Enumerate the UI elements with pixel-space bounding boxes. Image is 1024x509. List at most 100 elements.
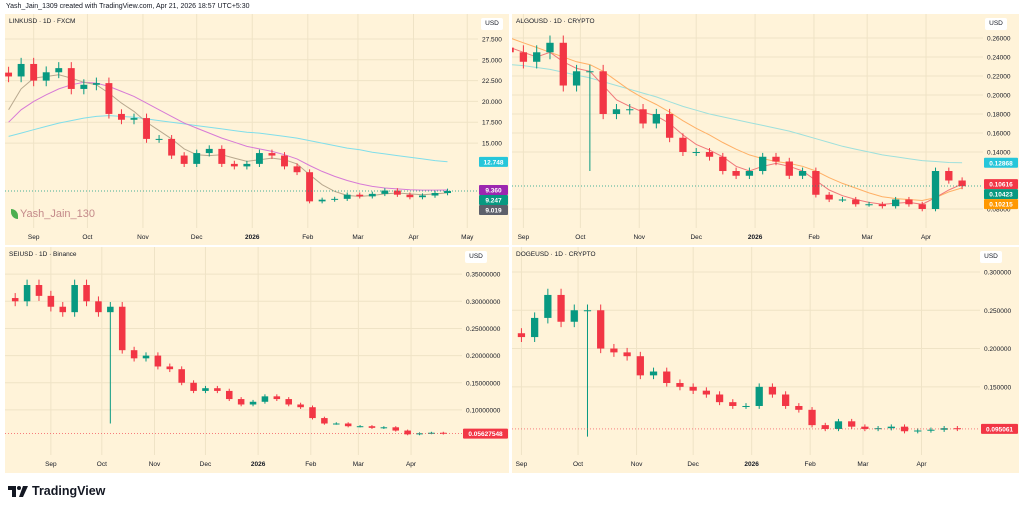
leaf-icon <box>11 209 18 219</box>
price-badge <box>479 185 508 196</box>
candle-body <box>318 199 326 202</box>
candle-body <box>321 418 328 424</box>
candle-body <box>419 195 426 198</box>
candle-body <box>785 161 793 176</box>
candle-body <box>663 371 671 384</box>
candle-body <box>309 407 316 419</box>
candle-body <box>772 156 780 162</box>
candle-body <box>517 333 526 338</box>
x-tick-label: Dec <box>200 461 212 468</box>
candle-body <box>92 83 100 85</box>
candle-body <box>47 295 55 307</box>
candle-body <box>143 118 150 139</box>
x-tick-label: Sep <box>516 461 528 468</box>
candle-body <box>861 426 869 429</box>
candle-body <box>193 153 201 164</box>
candle-body <box>105 83 113 114</box>
candle-body <box>610 348 618 353</box>
moving-average-line <box>512 38 963 202</box>
candle-body <box>107 306 114 313</box>
x-tick-label: Nov <box>149 461 161 468</box>
candle-body <box>586 71 594 73</box>
candle-body <box>768 386 777 395</box>
candle-body <box>80 84 88 89</box>
price-badge-label: 0.05627548 <box>468 431 503 438</box>
x-tick-label: Nov <box>633 234 645 241</box>
x-tick-label: 2026 <box>748 234 763 241</box>
price-badge-label: 0.10423 <box>989 192 1013 199</box>
price-badge <box>984 199 1018 210</box>
chart-title: LINKUSD · 1D · FXCM <box>9 18 76 25</box>
x-tick-label: Mar <box>862 234 874 241</box>
chart-title: ALGOUSD · 1D · CRYPTO <box>516 18 595 25</box>
x-tick-label: Feb <box>302 234 314 241</box>
chart-canvas[interactable]: Sep Oct Nov Dec 2026 Feb Mar Apr May 27.500 25.000… <box>5 14 509 245</box>
chart-canvas[interactable]: Sep Oct Nov Dec 2026 Feb Mar Apr 0.300000 0.25000… <box>512 247 1019 473</box>
price-badge <box>984 179 1018 190</box>
candle-body <box>202 388 209 391</box>
candle-body <box>729 402 737 406</box>
x-tick-label: 2026 <box>744 461 759 468</box>
candle-body <box>343 194 351 199</box>
candle-body <box>368 426 376 428</box>
chart-canvas[interactable]: Sep Oct Nov Dec 2026 Feb Mar Apr 0.26000 0.24000 0… <box>512 14 1019 245</box>
price-badge-label: 0.10616 <box>989 182 1013 189</box>
chart-panel-linkusd[interactable]: Sep Oct Nov Dec 2026 Feb Mar Apr May 27.500 25.000… <box>5 14 509 245</box>
x-tick-label: Feb <box>805 461 817 468</box>
y-tick-label: 0.22000 <box>987 74 1011 81</box>
moving-average-line <box>8 81 448 191</box>
candle-body <box>900 426 909 432</box>
y-tick-label: 0.16000 <box>987 131 1011 138</box>
chart-panel-seiusd[interactable]: Sep Oct Nov Dec 2026 Feb Mar Apr 0.35000000 0.300… <box>5 247 509 473</box>
chart-canvas[interactable]: Sep Oct Nov Dec 2026 Feb Mar Apr 0.35000000 0.300… <box>5 247 509 473</box>
tradingview-logo[interactable]: TradingView <box>8 484 105 498</box>
candle-body <box>55 68 63 73</box>
candle-body <box>755 386 763 406</box>
candle-body <box>17 63 25 77</box>
moving-average-line <box>8 74 448 197</box>
x-tick-label: Oct <box>82 234 92 241</box>
price-badge <box>479 156 508 167</box>
x-tick-label: Nov <box>631 461 643 468</box>
price-badge <box>981 423 1018 434</box>
chart-panel-algousd[interactable]: Sep Oct Nov Dec 2026 Feb Mar Apr 0.26000 0.24000 0… <box>512 14 1019 245</box>
candle-body <box>812 171 820 195</box>
chart-panel-dogeusd[interactable]: Sep Oct Nov Dec 2026 Feb Mar Apr 0.300000 0.25000… <box>512 247 1019 473</box>
candle-body <box>249 401 257 405</box>
candle-body <box>599 71 607 115</box>
candle-body <box>380 427 388 429</box>
candle-body <box>597 310 605 349</box>
candle-body <box>958 180 966 187</box>
candle-body <box>180 155 188 164</box>
candle-body <box>225 390 233 400</box>
currency-button[interactable]: USD <box>465 251 487 263</box>
candle-body <box>914 430 922 432</box>
candle-body <box>583 310 592 312</box>
currency-button[interactable]: USD <box>481 18 503 30</box>
y-tick-label: 0.200000 <box>984 346 1011 353</box>
currency-button[interactable]: USD <box>980 251 1002 263</box>
candle-body <box>557 294 565 322</box>
watermark: Yash_Jain_130 <box>11 208 95 220</box>
moving-average-line <box>512 64 963 164</box>
logo-text: TradingView <box>32 484 106 498</box>
candle-body <box>368 193 376 197</box>
moving-average-line <box>8 115 448 163</box>
y-tick-label: 0.14000 <box>987 150 1011 157</box>
currency-button[interactable]: USD <box>985 18 1007 30</box>
candle-body <box>865 204 873 206</box>
candle-body <box>268 153 276 156</box>
moving-average-line <box>512 47 963 205</box>
x-tick-label: Feb <box>808 234 820 241</box>
header-attribution: Yash_Jain_1309 created with TradingView.… <box>6 3 250 10</box>
candle-body <box>852 199 860 205</box>
candle-body <box>166 366 174 370</box>
candle-body <box>689 386 697 391</box>
candle-body <box>59 306 67 313</box>
price-badge-label: 12.748 <box>484 159 504 166</box>
candle-body <box>905 199 913 205</box>
chart-title: DOGEUSD · 1D · CRYPTO <box>516 251 596 258</box>
price-badge <box>984 189 1018 200</box>
candle-body <box>878 204 886 207</box>
candle-body <box>533 52 541 62</box>
